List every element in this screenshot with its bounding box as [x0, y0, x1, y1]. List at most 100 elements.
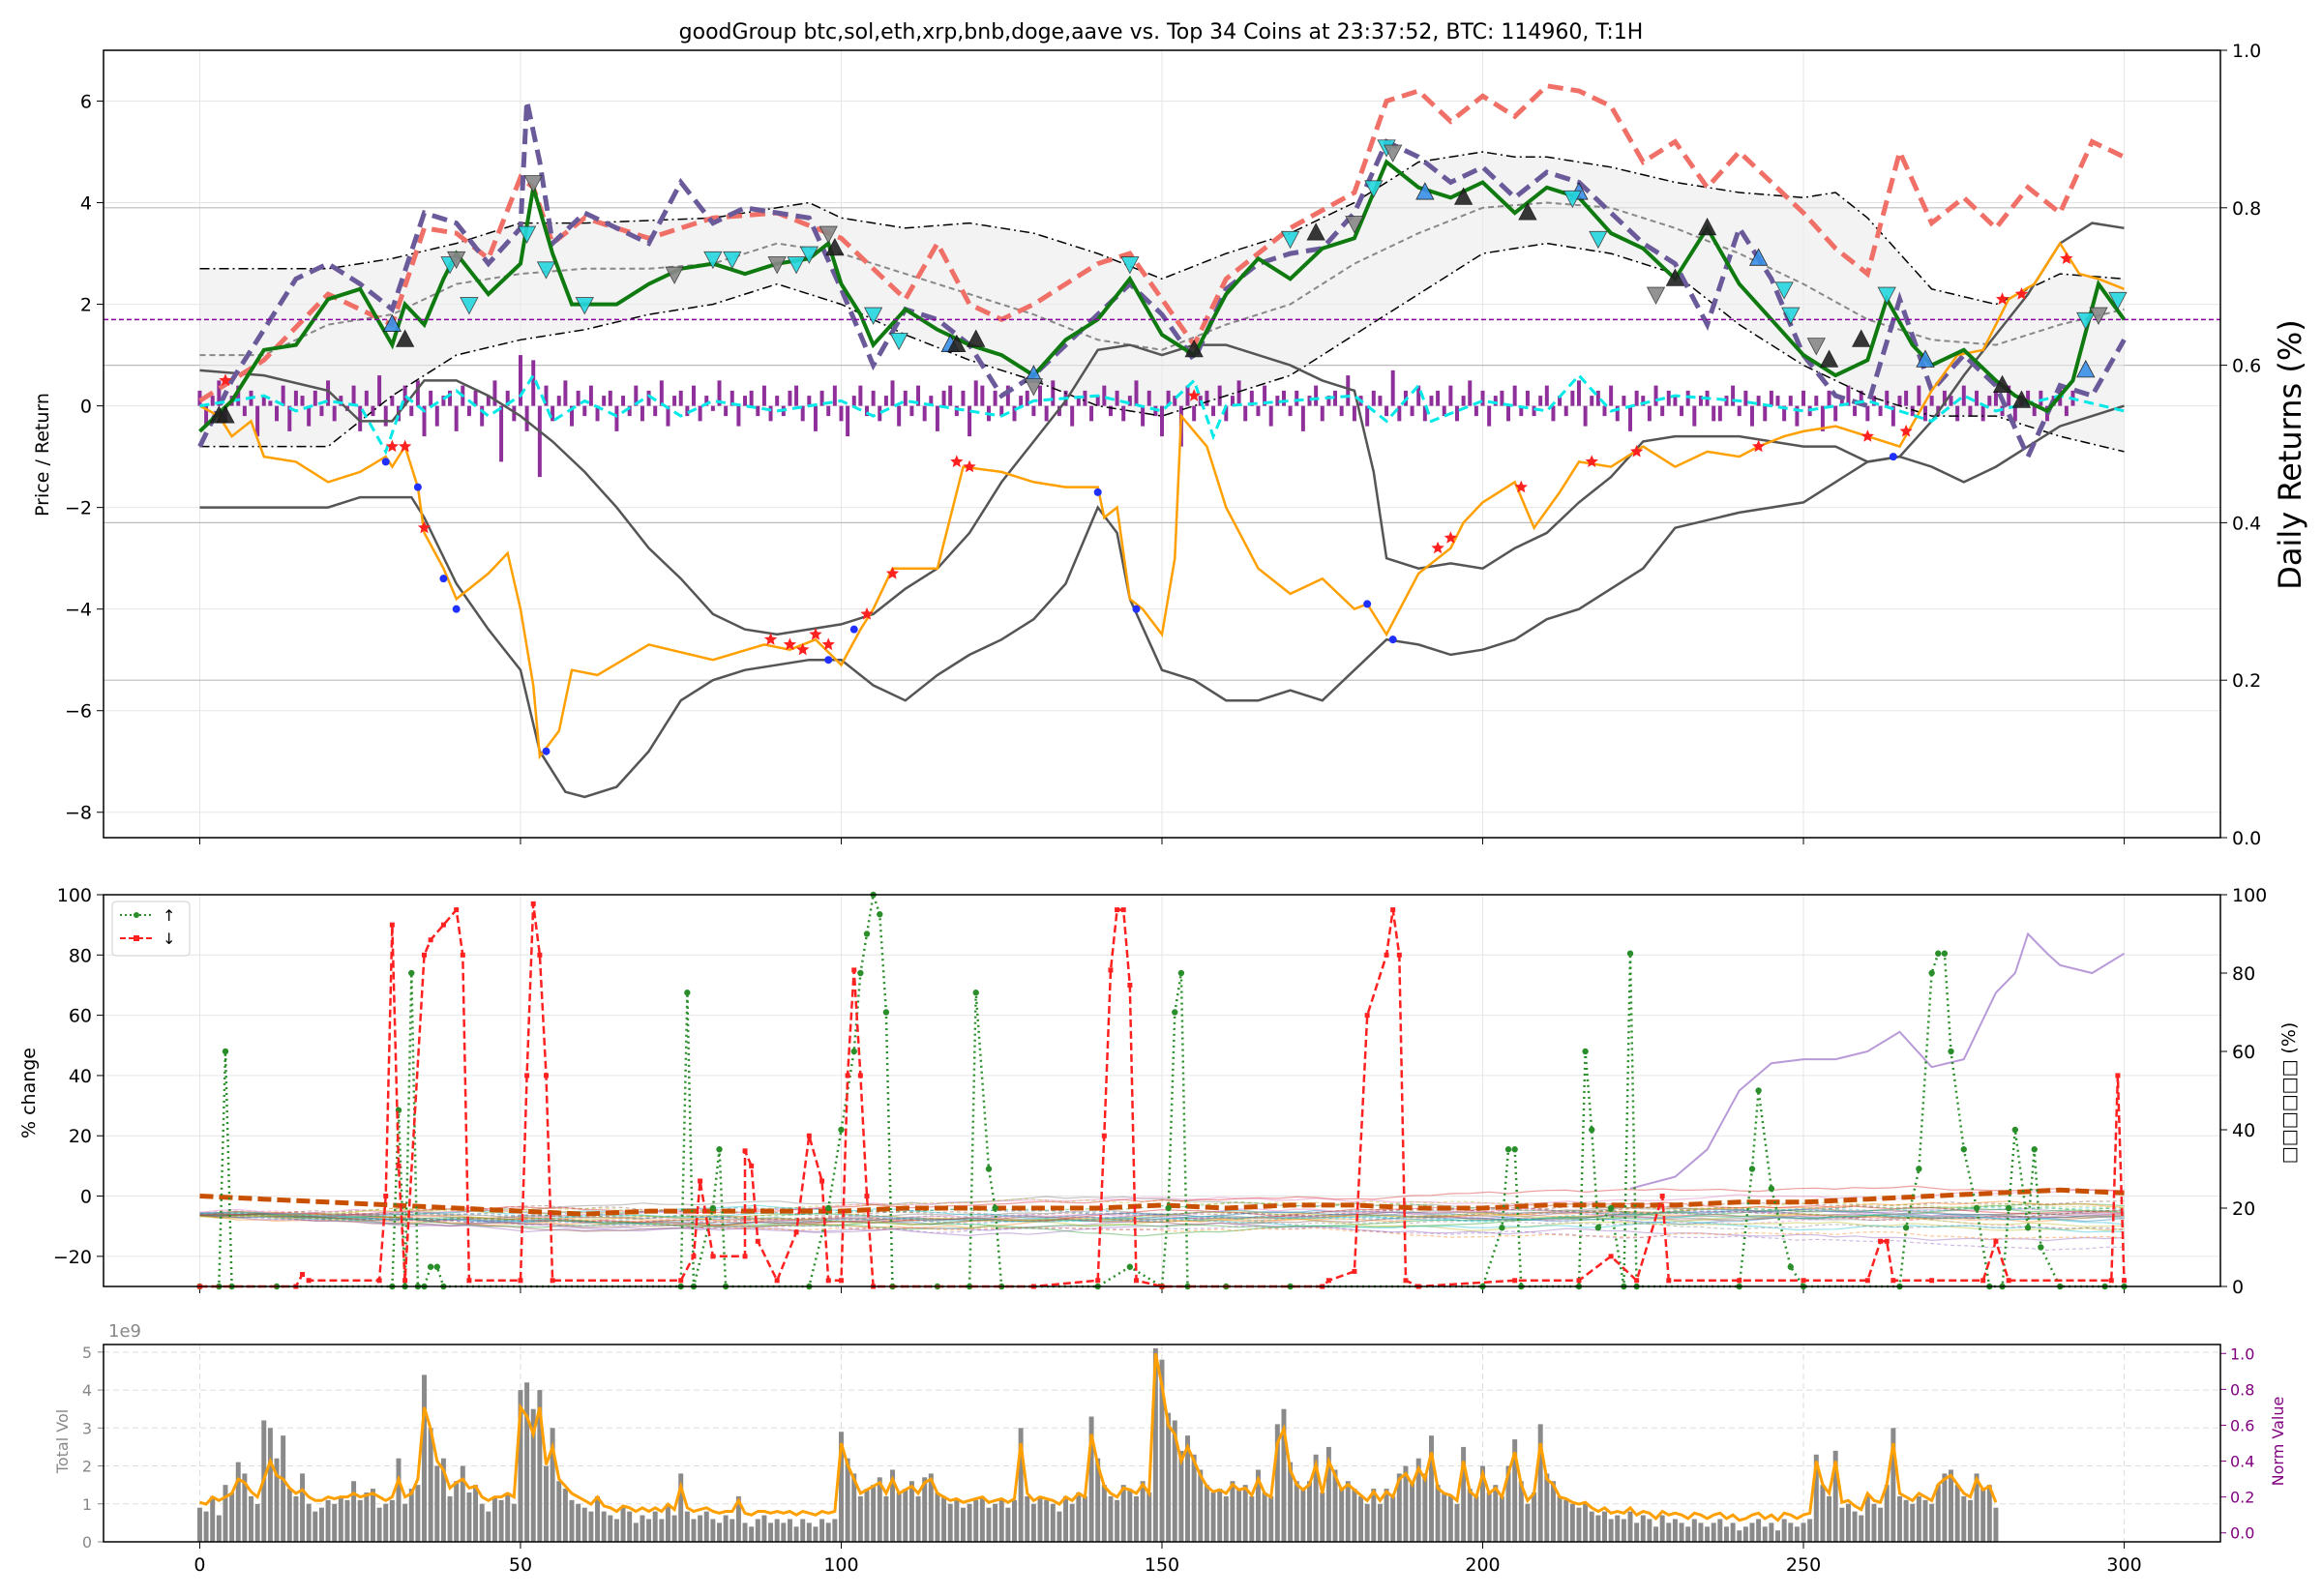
volume-bar: [1178, 1450, 1184, 1542]
return-bar: [332, 405, 337, 422]
volume-bar: [1428, 1435, 1434, 1542]
return-bar: [627, 405, 632, 417]
return-bar: [1326, 396, 1331, 406]
coin-series-line: [199, 1200, 2125, 1224]
return-bar: [1712, 405, 1716, 422]
volume-bar: [1377, 1503, 1383, 1542]
volume-bar: [1595, 1515, 1601, 1542]
return-bar: [1185, 385, 1190, 406]
return-bar: [968, 405, 972, 437]
return-bar: [1698, 396, 1703, 406]
down-series-point: [1659, 1194, 1665, 1199]
return-bar: [1038, 385, 1043, 406]
return-bar: [1833, 405, 1838, 422]
down-series-point: [1396, 952, 1402, 958]
down-series-point: [1634, 1278, 1640, 1284]
return-bar: [1127, 396, 1132, 406]
volume-bar: [318, 1507, 324, 1542]
y-tick-label: 5: [82, 1344, 92, 1362]
volume-bar: [1705, 1526, 1711, 1542]
return-bar: [1173, 396, 1177, 406]
volume-bar: [935, 1493, 940, 1542]
down-series-point: [806, 1133, 812, 1138]
return-bar: [1538, 396, 1543, 406]
up-triangle-marker: [947, 334, 967, 352]
y-tick-label: 20: [69, 1126, 92, 1147]
return-bar: [1570, 390, 1575, 406]
coin-series-line: [199, 1206, 2125, 1226]
volume-bar: [544, 1465, 549, 1542]
dot-marker: [452, 605, 461, 613]
volume-bar: [216, 1515, 222, 1542]
volume-bar: [947, 1503, 953, 1542]
y-tick-label: −20: [53, 1247, 92, 1268]
return-bar: [813, 405, 818, 431]
volume-bar: [613, 1519, 619, 1542]
return-bar: [1166, 390, 1171, 406]
volume-bar: [1589, 1511, 1594, 1542]
return-bar: [326, 380, 331, 406]
return-bar: [1487, 405, 1492, 427]
volume-bar: [1461, 1446, 1467, 1542]
return-bar: [2007, 385, 2011, 406]
volume-bar: [1127, 1489, 1133, 1542]
down-series-point: [389, 922, 395, 928]
volume-bar: [973, 1499, 979, 1542]
volume-bar: [928, 1473, 934, 1542]
volume-bar: [1390, 1495, 1396, 1542]
down-series-point: [396, 1163, 402, 1168]
y-tick-label: 4: [82, 1381, 92, 1400]
down-series-point: [1384, 952, 1389, 958]
return-bar: [1378, 396, 1383, 406]
up-series-point: [992, 1204, 998, 1212]
down-series-point: [1884, 1238, 1890, 1244]
volume-bar: [1903, 1499, 1909, 1542]
return-bar: [1628, 405, 1633, 431]
return-bar: [466, 405, 471, 417]
y-tick-label: 1: [82, 1495, 92, 1514]
volume-bar: [1980, 1489, 1986, 1542]
volume-bar: [281, 1435, 286, 1542]
volume-bar: [1672, 1519, 1678, 1542]
star-marker: [417, 520, 432, 534]
return-bar: [1410, 405, 1414, 417]
return-bar: [1256, 405, 1261, 417]
y-tick-label: 0: [80, 397, 92, 418]
return-bar: [1756, 396, 1761, 406]
return-bar: [666, 405, 670, 427]
down-series-point: [793, 1229, 799, 1235]
return-bar: [358, 405, 363, 431]
volume-bar: [357, 1499, 363, 1542]
up-triangle-marker: [1697, 217, 1717, 236]
down-series-point: [376, 1278, 382, 1284]
down-series-point: [1403, 1278, 1409, 1284]
volume-bar: [986, 1507, 992, 1542]
return-bar: [1853, 405, 1858, 417]
volume-bar: [1608, 1519, 1614, 1542]
volume-bar: [1845, 1503, 1851, 1542]
volume-bar: [1115, 1499, 1120, 1542]
return-bar: [1666, 390, 1671, 406]
return-bar: [858, 385, 863, 406]
return-bar: [422, 405, 427, 437]
up-series-point: [1768, 1185, 1775, 1192]
return-bar: [832, 385, 837, 406]
return-bar: [999, 405, 1004, 417]
down-triangle-marker: [2076, 311, 2096, 331]
y-tick-label: 60: [69, 1006, 92, 1027]
return-bar: [1263, 385, 1267, 406]
up-series-point: [433, 1263, 440, 1270]
down-series-point: [422, 952, 428, 958]
norm-value-line: [199, 1353, 1998, 1522]
volume-bar: [1820, 1485, 1826, 1542]
volume-bar: [1140, 1481, 1146, 1542]
return-bar: [973, 380, 978, 406]
return-bar: [1634, 390, 1639, 406]
up-series-point: [985, 1166, 993, 1172]
volume-bar: [1986, 1485, 1992, 1542]
volume-bar: [1198, 1469, 1204, 1542]
down-triangle-marker: [1781, 307, 1801, 325]
down-series-point: [742, 1254, 748, 1259]
volume-bar: [691, 1519, 697, 1542]
return-bar: [1333, 390, 1338, 406]
